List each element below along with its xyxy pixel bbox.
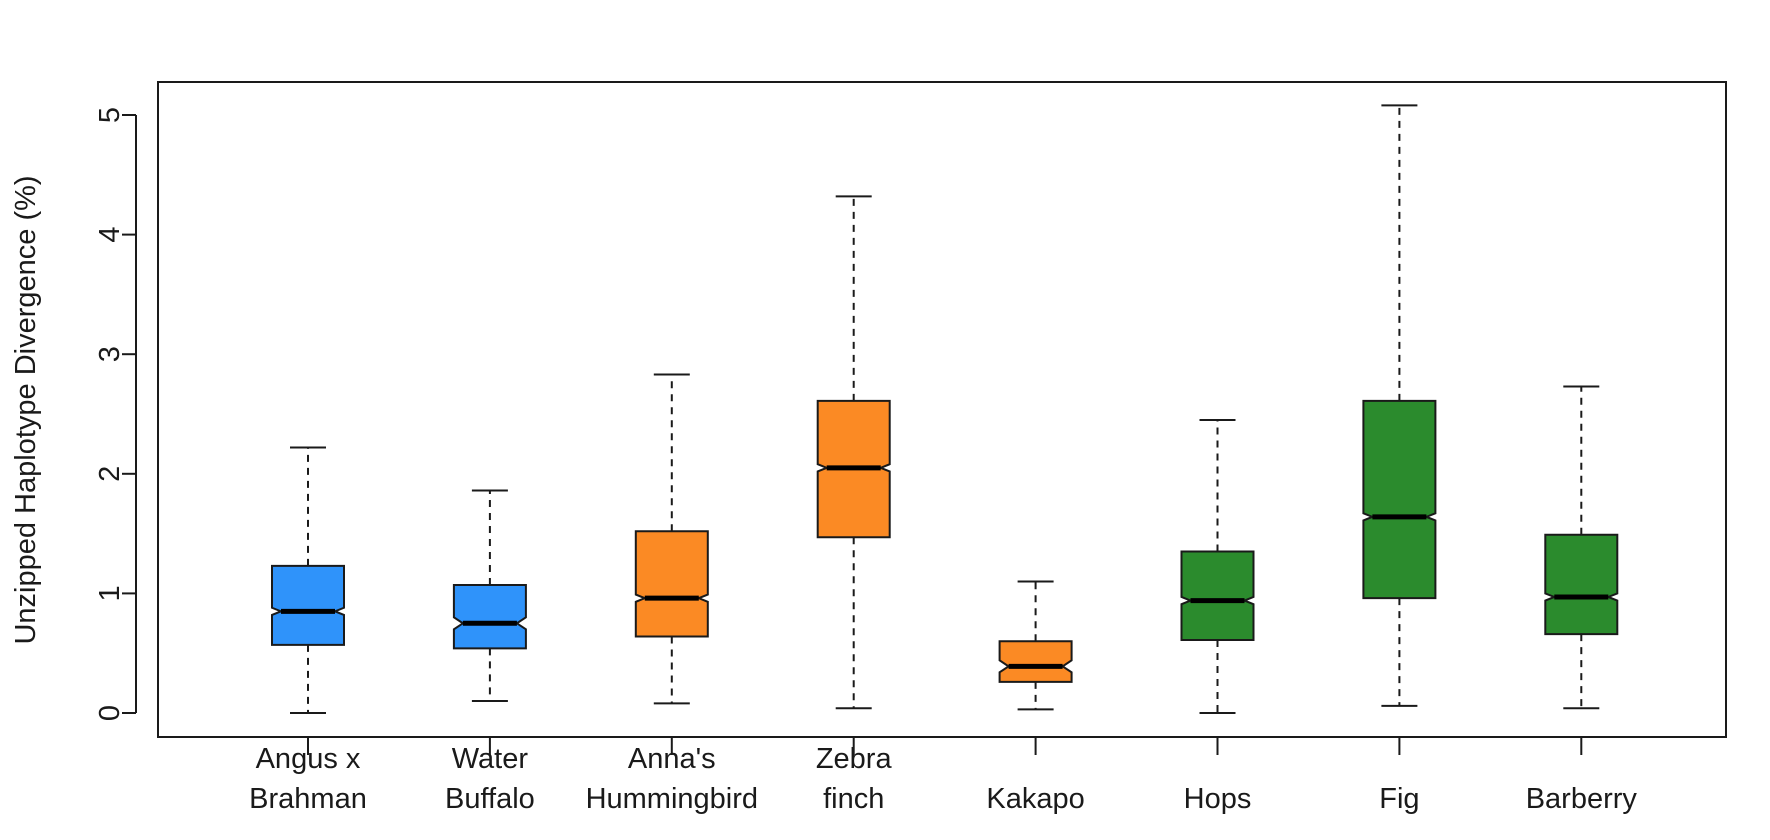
x-category-label: Fig <box>1379 783 1419 815</box>
y-tick-label: 3 <box>94 346 126 362</box>
box-group <box>1180 418 1255 714</box>
box-group <box>816 195 891 710</box>
x-category-label: Zebra <box>816 743 893 775</box>
x-category-label: Hummingbird <box>586 783 758 815</box>
box-group <box>1362 104 1437 707</box>
box-group <box>634 373 709 705</box>
boxes-group <box>271 104 1619 714</box>
x-category-label: Buffalo <box>445 783 535 815</box>
y-tick-label: 4 <box>94 227 126 243</box>
x-category-label: Angus x <box>256 743 361 775</box>
x-axis: Angus x Brahman Water Buffalo Anna's Hummingb… <box>249 736 1638 815</box>
x-category-label: Anna's <box>628 743 716 775</box>
x-category-label: Kakapo <box>986 783 1084 815</box>
box <box>998 640 1073 683</box>
box <box>1180 550 1255 642</box>
box-group <box>1544 385 1619 710</box>
box-group <box>998 580 1073 711</box>
x-category-label: Barberry <box>1526 783 1638 815</box>
y-tick-label: 5 <box>94 107 126 123</box>
y-tick-label: 2 <box>94 466 126 482</box>
box <box>452 584 527 650</box>
box-group <box>271 446 345 714</box>
y-axis: 0 1 2 3 4 5 <box>94 107 137 721</box>
box <box>1544 533 1619 636</box>
y-tick-label: 0 <box>94 705 126 721</box>
x-category-label: finch <box>823 783 884 815</box>
y-tick-label: 1 <box>94 585 126 601</box>
box <box>1362 399 1437 600</box>
x-category-label: Water <box>452 743 529 775</box>
x-category-label: Hops <box>1184 783 1252 815</box>
box-group <box>452 489 527 703</box>
x-category-label: Brahman <box>249 783 367 815</box>
y-axis-title: Unzipped Haplotype Divergence (%) <box>10 175 42 644</box>
box <box>271 564 345 646</box>
box <box>634 530 709 638</box>
